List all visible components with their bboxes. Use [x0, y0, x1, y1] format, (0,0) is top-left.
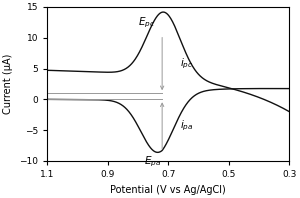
Text: $E_{pa}$: $E_{pa}$	[145, 154, 162, 168]
X-axis label: Potential (V vs Ag/AgCl): Potential (V vs Ag/AgCl)	[110, 185, 226, 194]
Y-axis label: Current (μA): Current (μA)	[4, 54, 14, 114]
Text: $i_{pa}$: $i_{pa}$	[180, 118, 194, 133]
Text: $i_{pc}$: $i_{pc}$	[180, 57, 194, 71]
Text: $E_{pc}$: $E_{pc}$	[139, 15, 155, 30]
